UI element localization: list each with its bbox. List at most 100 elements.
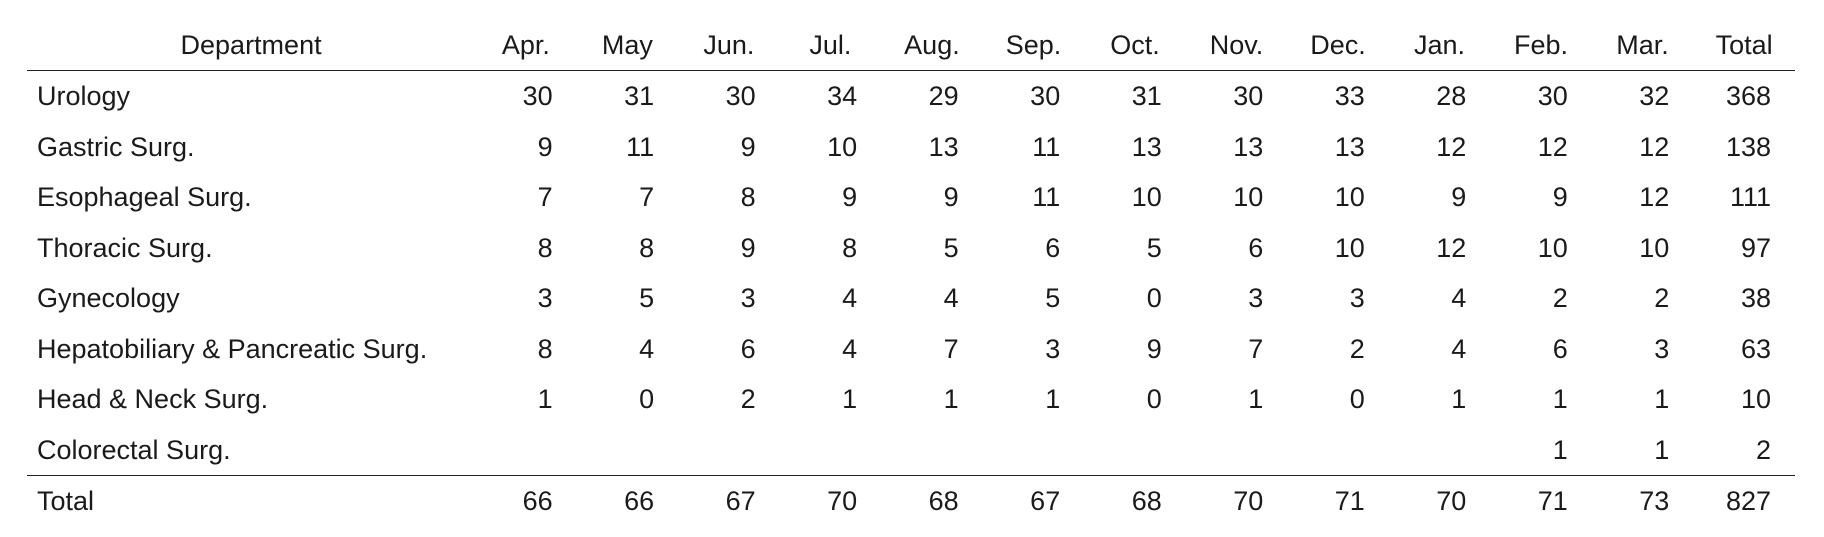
value-cell: 10: [1334, 232, 1365, 263]
value-cell: 11: [1032, 182, 1061, 213]
value-cell: 13: [1334, 131, 1365, 162]
table-header: Department Apr. May Jun. Jul. Aug. Sep. Oct. No…: [27, 20, 1795, 71]
value-cell: [577, 425, 679, 476]
column-header-month: Nov.: [1185, 20, 1288, 71]
value-cell: 1: [1552, 434, 1568, 465]
column-header-month: Jan.: [1388, 20, 1491, 71]
value-cell: 10: [1233, 182, 1264, 213]
value-cell: 34: [827, 81, 858, 112]
value-cell: [1287, 425, 1389, 476]
total-row: Total 66 66 67 70 68 67 68 70 71 70 71 73 827: [27, 475, 1795, 527]
value-cell: 7: [537, 182, 553, 213]
value-cell: 7: [1248, 333, 1264, 364]
value-cell: 10: [1334, 182, 1365, 213]
month-total-cell: 70: [1185, 475, 1288, 527]
row-total-cell: 138: [1725, 131, 1771, 162]
value-cell: 0: [639, 384, 655, 415]
value-cell: [678, 425, 780, 476]
grand-total-cell: 827: [1693, 475, 1795, 527]
surgery-count-table: Department Apr. May Jun. Jul. Aug. Sep. Oct. No…: [27, 20, 1795, 527]
value-cell: 13: [1131, 131, 1162, 162]
value-cell: 6: [740, 333, 756, 364]
value-cell: 12: [1537, 131, 1568, 162]
value-cell: 3: [537, 283, 553, 314]
value-cell: 1: [1248, 384, 1264, 415]
value-cell: 31: [1131, 81, 1162, 112]
month-total-cell: 67: [678, 475, 780, 527]
month-total-cell: 70: [779, 475, 882, 527]
value-cell: 2: [1654, 283, 1670, 314]
value-cell: 4: [1451, 283, 1467, 314]
value-cell: 3: [1248, 283, 1264, 314]
value-cell: 33: [1334, 81, 1365, 112]
table-row: Gastric Surg. 9 11 9 10 13 11 13 13 13 12 12 12 138: [27, 122, 1795, 173]
month-total-cell: 66: [475, 475, 577, 527]
department-cell: Esophageal Surg.: [37, 182, 252, 213]
value-cell: 32: [1639, 81, 1670, 112]
value-cell: 5: [1045, 283, 1061, 314]
value-cell: 0: [1146, 283, 1162, 314]
value-cell: 9: [740, 232, 756, 263]
value-cell: 4: [842, 283, 858, 314]
month-total-cell: 67: [982, 475, 1085, 527]
value-cell: 3: [1045, 333, 1061, 364]
value-cell: 8: [537, 333, 553, 364]
value-cell: 9: [1451, 182, 1467, 213]
department-cell: Hepatobiliary & Pancreatic Surg.: [37, 333, 428, 364]
value-cell: [780, 425, 882, 476]
value-cell: 3: [1654, 333, 1670, 364]
value-cell: 30: [1537, 81, 1568, 112]
value-cell: 7: [639, 182, 655, 213]
table-row: Urology 30 31 30 34 29 30 31 30 33 28 30 32 368: [27, 71, 1795, 122]
column-header-month: Feb.: [1490, 20, 1592, 71]
row-total-cell: 111: [1729, 182, 1771, 213]
value-cell: 5: [943, 232, 959, 263]
department-cell: Gastric Surg.: [37, 131, 195, 162]
value-cell: 30: [1030, 81, 1061, 112]
table-row: Head & Neck Surg. 1 0 2 1 1 1 0 1 0 1 1 1 10: [27, 374, 1795, 425]
value-cell: 8: [740, 182, 756, 213]
department-cell: Gynecology: [37, 283, 180, 314]
month-total-cell: 68: [881, 475, 983, 527]
column-header-month: Aug.: [881, 20, 983, 71]
value-cell: 9: [740, 131, 756, 162]
value-cell: 8: [842, 232, 858, 263]
column-header-month: Dec.: [1287, 20, 1389, 71]
value-cell: 6: [1248, 232, 1264, 263]
row-total-cell: 368: [1725, 81, 1771, 112]
value-cell: 1: [1045, 384, 1061, 415]
value-cell: 12: [1639, 182, 1670, 213]
value-cell: 3: [1349, 283, 1365, 314]
value-cell: 1: [842, 384, 858, 415]
value-cell: 30: [1233, 81, 1264, 112]
value-cell: 6: [1045, 232, 1061, 263]
value-cell: 4: [842, 333, 858, 364]
value-cell: 1: [1654, 434, 1670, 465]
table-row: Gynecology 3 5 3 4 4 5 0 3 3 4 2 2 38: [27, 273, 1795, 324]
value-cell: 8: [537, 232, 553, 263]
value-cell: 31: [624, 81, 655, 112]
value-cell: 30: [725, 81, 756, 112]
value-cell: 9: [842, 182, 858, 213]
column-header-total: Total: [1693, 20, 1795, 71]
value-cell: 29: [928, 81, 959, 112]
value-cell: 8: [639, 232, 655, 263]
column-header-department: Department: [27, 20, 476, 71]
value-cell: [1389, 425, 1491, 476]
month-total-cell: 70: [1388, 475, 1491, 527]
value-cell: 3: [740, 283, 756, 314]
table-body: Urology 30 31 30 34 29 30 31 30 33 28 30 32 368 Gastri…: [27, 71, 1795, 527]
value-cell: [983, 425, 1085, 476]
value-cell: 4: [943, 283, 959, 314]
value-cell: 0: [1146, 384, 1162, 415]
value-cell: 4: [1451, 333, 1467, 364]
month-total-cell: 71: [1287, 475, 1389, 527]
value-cell: 13: [928, 131, 959, 162]
surgery-table-container: Department Apr. May Jun. Jul. Aug. Sep. Oct. No…: [27, 20, 1795, 527]
column-header-month: Apr.: [475, 20, 577, 71]
table-row: Hepatobiliary & Pancreatic Surg. 8 4 6 4 7 3 9 7…: [27, 324, 1795, 375]
table-row: Thoracic Surg. 8 8 9 8 5 6 5 6 10 12 10 10 97: [27, 223, 1795, 274]
value-cell: 9: [1552, 182, 1568, 213]
value-cell: [1084, 425, 1186, 476]
value-cell: 5: [639, 283, 655, 314]
